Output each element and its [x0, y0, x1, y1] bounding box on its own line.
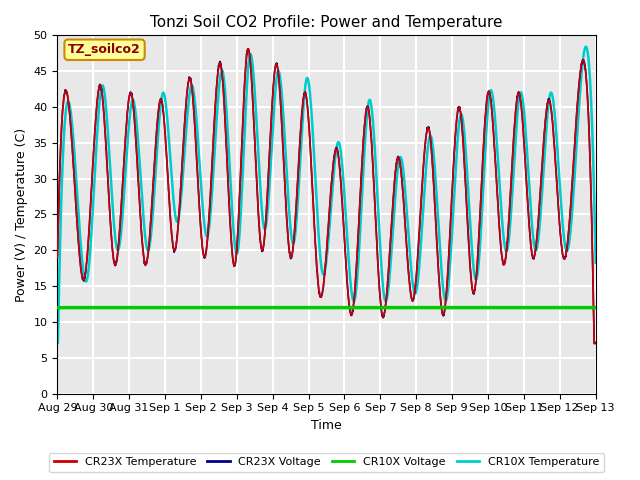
Line: CR23X Temperature: CR23X Temperature: [58, 49, 596, 344]
X-axis label: Time: Time: [311, 419, 342, 432]
CR10X Voltage: [147, 305, 155, 311]
CR10X Temperature: [54, 341, 61, 347]
CR23X Temperature: [260, 240, 268, 246]
CR10X Temperature: [260, 224, 268, 229]
CR23X Voltage: [581, 66, 589, 72]
CR10X Temperature: [147, 234, 155, 240]
CR10X Voltage: [260, 305, 268, 311]
CR10X Voltage: [592, 305, 600, 311]
Legend: CR23X Temperature, CR23X Voltage, CR10X Voltage, CR10X Temperature: CR23X Temperature, CR23X Voltage, CR10X …: [49, 453, 604, 472]
CR23X Voltage: [244, 46, 252, 51]
Y-axis label: Power (V) / Temperature (C): Power (V) / Temperature (C): [15, 127, 28, 301]
Title: Tonzi Soil CO2 Profile: Power and Temperature: Tonzi Soil CO2 Profile: Power and Temper…: [150, 15, 503, 30]
CR10X Temperature: [524, 150, 531, 156]
CR23X Temperature: [147, 219, 155, 225]
CR23X Temperature: [592, 341, 600, 347]
CR10X Temperature: [284, 177, 291, 183]
CR23X Voltage: [115, 239, 123, 245]
CR23X Voltage: [524, 195, 531, 201]
Text: TZ_soilco2: TZ_soilco2: [68, 43, 141, 56]
CR10X Temperature: [581, 45, 589, 51]
CR23X Temperature: [524, 193, 531, 199]
Line: CR10X Temperature: CR10X Temperature: [58, 47, 596, 344]
CR23X Temperature: [581, 65, 589, 71]
CR10X Temperature: [115, 246, 123, 252]
CR10X Temperature: [582, 44, 590, 49]
CR10X Voltage: [524, 305, 531, 311]
CR23X Voltage: [260, 241, 268, 247]
CR23X Voltage: [592, 341, 600, 347]
CR10X Voltage: [54, 305, 61, 311]
CR23X Voltage: [590, 341, 598, 347]
CR10X Temperature: [592, 260, 600, 266]
CR23X Voltage: [284, 225, 291, 231]
CR23X Temperature: [284, 225, 291, 230]
CR23X Temperature: [590, 341, 598, 347]
CR23X Temperature: [244, 46, 252, 52]
Line: CR23X Voltage: CR23X Voltage: [58, 48, 596, 344]
CR10X Voltage: [284, 305, 291, 311]
CR10X Voltage: [115, 305, 123, 311]
CR23X Voltage: [54, 253, 61, 259]
CR23X Temperature: [115, 239, 123, 244]
CR23X Temperature: [54, 254, 61, 260]
CR10X Voltage: [581, 305, 589, 311]
CR23X Voltage: [147, 219, 155, 225]
